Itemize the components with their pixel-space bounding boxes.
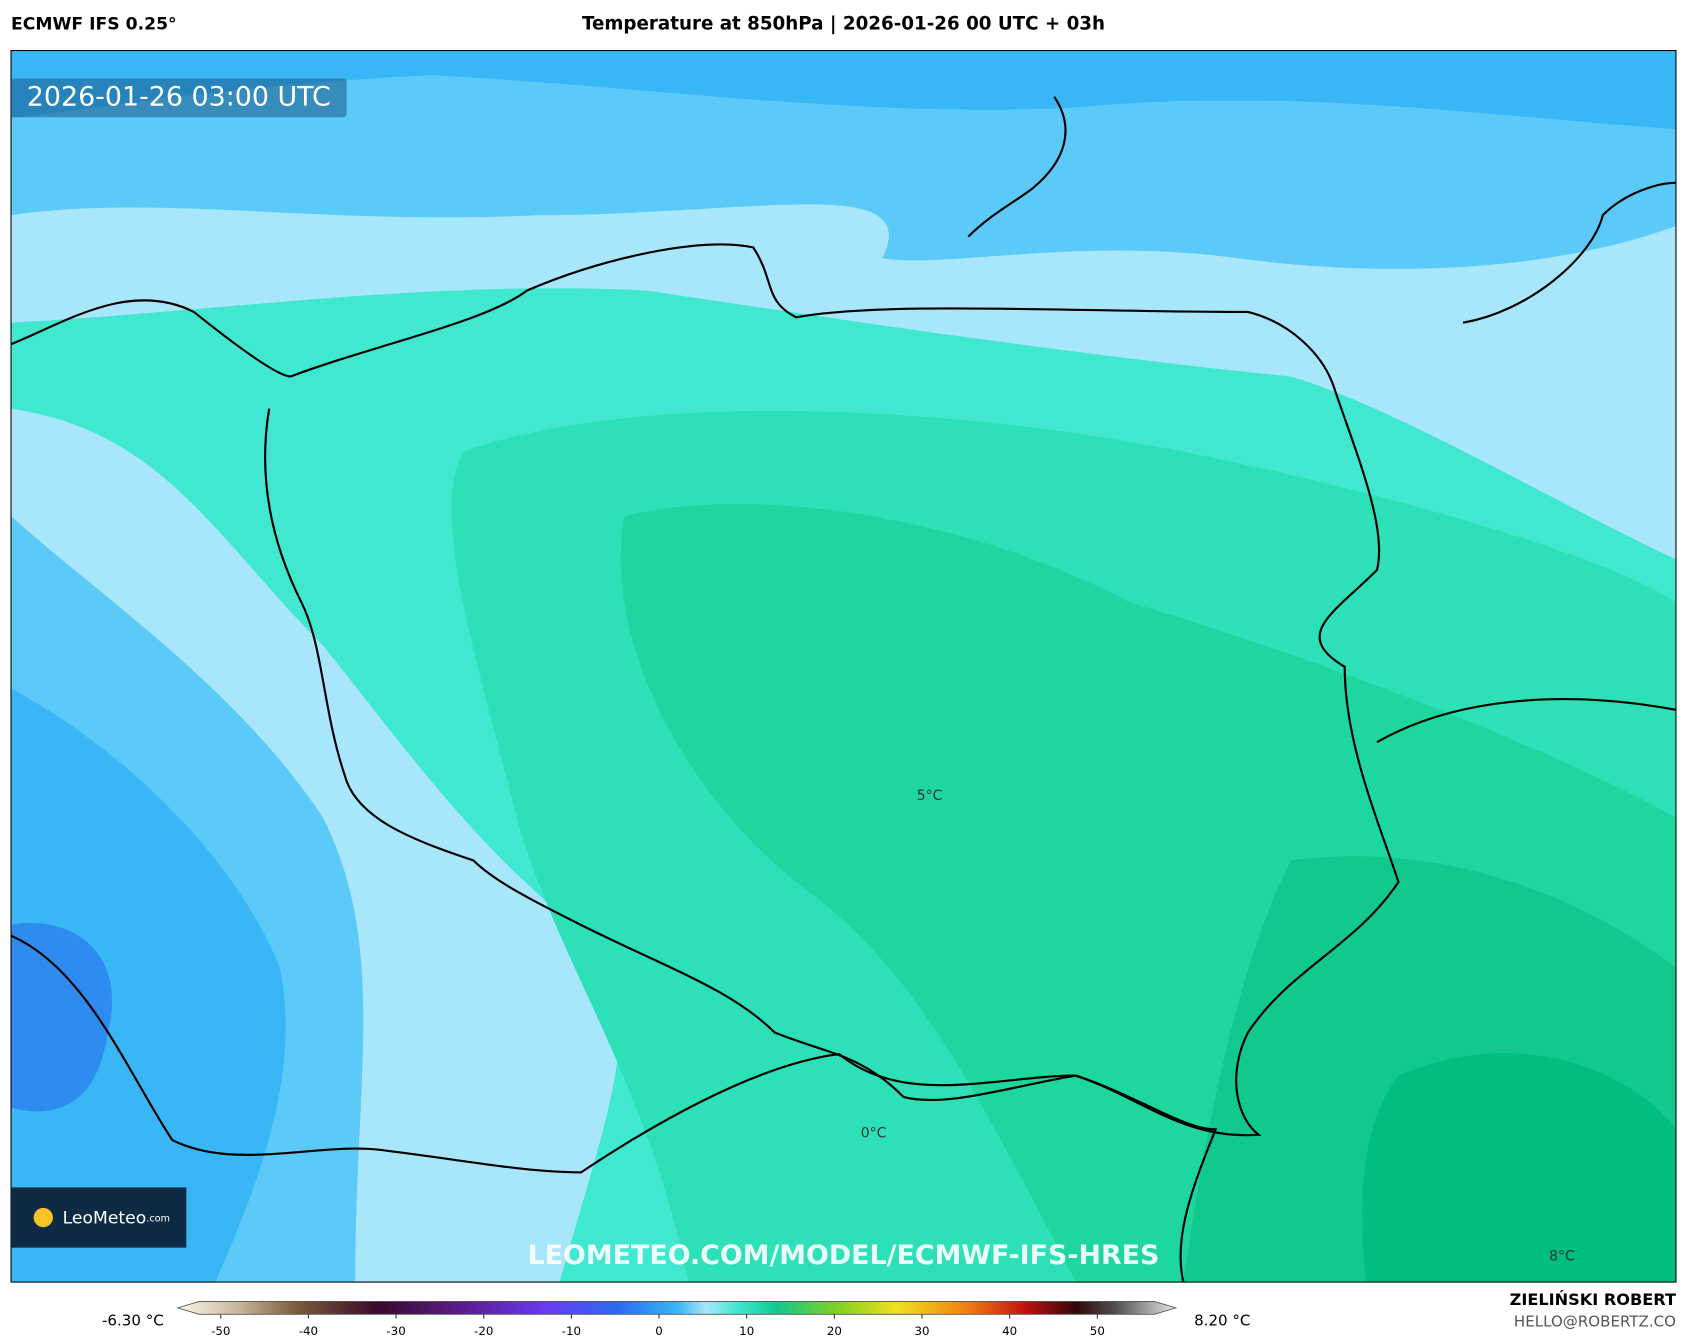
contour-label: 0°C [861, 1126, 887, 1142]
timestamp: 2026-01-26 03:00 UTC [27, 81, 331, 112]
logo: LeoMeteo.com [63, 1209, 170, 1229]
timestamp-box [11, 78, 347, 118]
contact: HELLO@ROBERTZ.CO [1514, 1312, 1676, 1330]
colorbar-tick-label: -50 [211, 1324, 230, 1338]
colorbar-tick-label: 50 [1090, 1324, 1105, 1338]
warm-core [1362, 1053, 1676, 1283]
colorbar-tick-label: 30 [914, 1324, 929, 1338]
logo-suffix: .com [146, 1214, 170, 1225]
contour-label: 8°C [1549, 1248, 1575, 1264]
colorbar-tick-label: -20 [474, 1324, 493, 1338]
colorbar-tick-label: 40 [1002, 1324, 1017, 1338]
colorbar-min: -6.30 °C [102, 1311, 164, 1329]
map-title: Temperature at 850hPa | 2026-01-26 00 UT… [582, 14, 1105, 35]
author: ZIELIŃSKI ROBERT [1510, 1290, 1676, 1309]
colder-band [11, 50, 1676, 269]
colorbar-tick-label: 10 [739, 1324, 754, 1338]
model-name: ECMWF IFS 0.25° [11, 15, 177, 35]
logo-sun [33, 1207, 53, 1228]
colorbar-tick-label: -40 [299, 1324, 318, 1338]
contour-label: 5°C [917, 788, 943, 804]
colorbar-tick-label: 20 [827, 1324, 842, 1338]
colorbar-ticks: -50 -40 -30 -20 -10 0 10 20 30 40 50 [211, 1314, 1105, 1338]
watermark: LEOMETEO.COM/MODEL/ECMWF-IFS-HRES [528, 1240, 1160, 1271]
borders [11, 96, 1676, 1283]
logo-name: LeoMeteo [63, 1209, 147, 1229]
coldest-north [11, 50, 1676, 130]
map-frame [10, 50, 1677, 1283]
map: 5°C 0°C 8°C [11, 50, 1676, 1283]
colorbar [176, 1301, 1178, 1315]
colorbar-tick-label: -10 [562, 1324, 581, 1338]
southwest-core [11, 923, 113, 1112]
colorbar-tick-label: -30 [386, 1324, 405, 1338]
colorbar-tick-label: 0 [655, 1324, 663, 1338]
colorbar-max: 8.20 °C [1194, 1311, 1250, 1329]
west-coldest [11, 688, 286, 1283]
